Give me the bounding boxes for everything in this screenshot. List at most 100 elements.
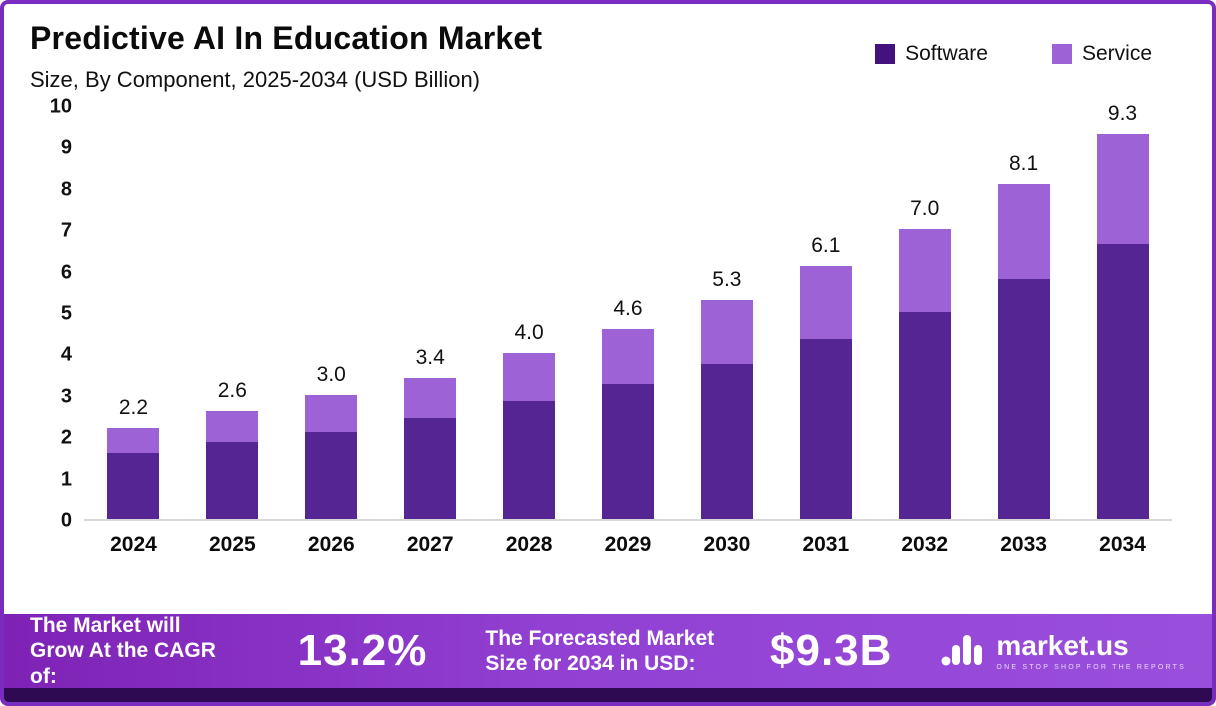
x-axis-labels: 2024 2025 2026 2027 2028 2029 2030 2031 2032 2033…	[84, 533, 1172, 557]
bar-stack	[898, 229, 951, 519]
bar-segment-software	[601, 384, 654, 519]
bar-stack	[601, 328, 654, 519]
legend-label-service: Service	[1081, 42, 1152, 65]
y-tick-label: 5	[60, 302, 72, 325]
x-tick-label: 2026	[307, 533, 355, 556]
page-title: Predictive AI In Education Market	[30, 20, 543, 56]
bar-segment-software	[107, 452, 160, 519]
service-swatch-icon	[1051, 44, 1072, 64]
legend: Software Service	[875, 42, 1152, 66]
bar-segment-service	[799, 266, 852, 339]
chart-header: Predictive AI In Education Market Size, …	[4, 4, 1212, 93]
bar-segment-software	[206, 442, 259, 519]
bar-segment-software	[404, 417, 457, 519]
bar-segment-service	[404, 378, 457, 418]
bar-segment-service	[305, 394, 358, 433]
bar-segment-service	[601, 328, 654, 385]
y-tick-label: 0	[60, 509, 72, 532]
y-axis: 0 1 2 3 4 5 6 7 8 9 10	[34, 96, 84, 532]
x-axis: 2024 2025 2026 2027 2028 2029 2030 2031 2032 2033…	[4, 533, 1212, 557]
bar-column: 6.1	[776, 107, 875, 519]
x-tick-label: 2032	[901, 533, 949, 556]
y-tick-label: 2	[60, 426, 72, 449]
bar-segment-service	[997, 183, 1050, 279]
bar-segment-service	[1096, 134, 1149, 244]
bar-stack	[997, 183, 1050, 519]
software-swatch-icon	[875, 44, 896, 64]
bar-total-label: 2.6	[217, 379, 247, 403]
brand-tagline: ONE STOP SHOP FOR THE REPORTS	[996, 663, 1186, 671]
bar-column: 2.2	[84, 107, 183, 519]
bar-total-label: 6.1	[811, 234, 841, 258]
x-tick-label: 2028	[505, 533, 553, 556]
x-tick-label: 2027	[406, 533, 454, 556]
forecast-label: The Forecasted Market Size for 2034 in U…	[485, 626, 715, 675]
y-tick-label: 9	[60, 136, 72, 159]
bar-stack	[107, 427, 160, 519]
bar-total-label: 9.3	[1107, 102, 1138, 125]
bar-segment-software	[503, 401, 556, 519]
bar-segment-software	[305, 432, 358, 519]
bar-stack	[305, 394, 358, 519]
bar-column: 9.3	[1073, 102, 1172, 519]
y-tick-label: 8	[60, 178, 72, 201]
x-tick-label: 2029	[604, 533, 652, 556]
cagr-label: The Market will Grow At the CAGR of:	[30, 614, 216, 688]
cagr-value: 13.2%	[297, 626, 428, 675]
x-tick-label: 2033	[1000, 533, 1047, 556]
marketus-icon	[941, 635, 983, 666]
y-tick-label: 3	[60, 385, 72, 408]
bar-column: 2.6	[183, 107, 282, 519]
x-tick-label: 2025	[209, 533, 256, 556]
brand-name: market.us	[996, 629, 1129, 661]
bar-stack	[404, 378, 457, 519]
y-tick-label: 1	[60, 468, 72, 491]
x-axis-spacer	[34, 533, 84, 557]
forecast-value: $9.3B	[770, 626, 893, 675]
legend-label-software: Software	[905, 42, 988, 65]
x-tick-label: 2034	[1099, 533, 1146, 556]
brand-text: market.us ONE STOP SHOP FOR THE REPORTS	[996, 629, 1186, 671]
bar-segment-service	[107, 427, 160, 453]
bar-column: 7.0	[875, 107, 974, 519]
bar-segment-service	[206, 411, 259, 443]
bar-stack	[1096, 134, 1149, 519]
bar-segment-software	[700, 363, 753, 519]
bar-total-label: 4.0	[514, 321, 544, 345]
bottom-strip	[4, 688, 1212, 702]
bar-column: 4.6	[579, 107, 678, 519]
bar-segment-service	[700, 299, 753, 364]
bar-segment-software	[799, 338, 852, 519]
y-tick-label: 10	[49, 95, 72, 118]
bar-column: 3.0	[282, 107, 381, 519]
bar-total-label: 7.0	[910, 197, 940, 221]
bar-total-label: 4.6	[613, 296, 643, 320]
bar-total-label: 2.2	[118, 395, 149, 419]
x-tick-label: 2031	[802, 533, 850, 556]
bar-total-label: 3.4	[415, 346, 445, 370]
bar-column: 8.1	[974, 107, 1073, 519]
bar-stack	[799, 266, 852, 519]
bar-stack	[700, 299, 753, 519]
bar-segment-service	[898, 229, 951, 312]
bar-total-label: 3.0	[316, 362, 346, 386]
page-subtitle: Size, By Component, 2025-2034 (USD Billi…	[30, 67, 481, 92]
bar-segment-service	[503, 353, 556, 402]
bar-segment-software	[1096, 243, 1149, 519]
bar-stack	[206, 411, 259, 519]
plot-area: 2.2 2.6 3.0 3.4 4.0 4.6 5.3 6.1 7.0 8.1 9.3	[84, 102, 1172, 521]
x-tick-label: 2030	[703, 533, 751, 556]
brand-logo: market.us ONE STOP SHOP FOR THE REPORTS	[940, 631, 1186, 671]
bar-total-label: 8.1	[1009, 151, 1039, 175]
bar-column: 3.4	[381, 107, 480, 519]
chart-area: 0 1 2 3 4 5 6 7 8 9 10 2.2 2.6 3.0 3.4 4.0 4.6 5.3 6.1 7.0…	[4, 96, 1212, 532]
x-tick-label: 2024	[110, 533, 157, 556]
footer-banner: The Market will Grow At the CAGR of: 13.…	[4, 614, 1212, 688]
bar-segment-software	[898, 312, 951, 519]
bar-column: 4.0	[480, 107, 579, 519]
legend-item-service: Service	[1051, 42, 1152, 66]
bar-column: 5.3	[677, 107, 776, 519]
bar-total-label: 5.3	[712, 267, 742, 291]
y-tick-label: 6	[60, 261, 72, 284]
